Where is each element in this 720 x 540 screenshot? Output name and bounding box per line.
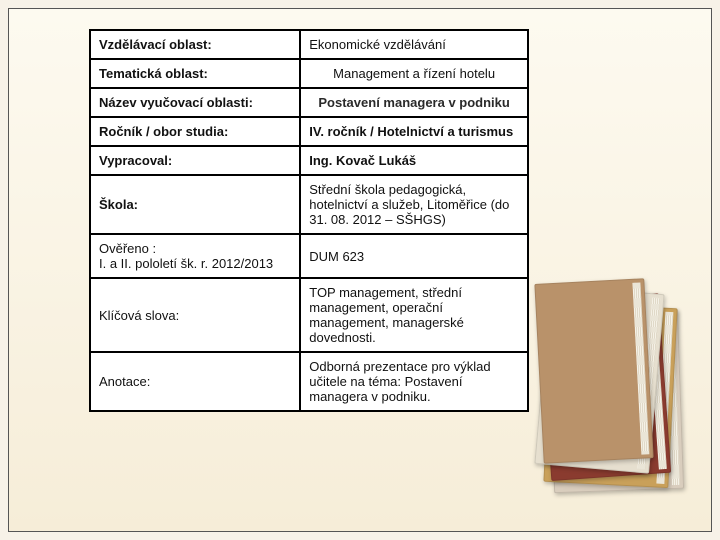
row-label: Ročník / obor studia: xyxy=(90,117,300,146)
info-table: Vzdělávací oblast:Ekonomické vzděláváníT… xyxy=(89,29,529,412)
row-label: Klíčová slova: xyxy=(90,278,300,352)
slide-frame: Vzdělávací oblast:Ekonomické vzděláváníT… xyxy=(8,8,712,532)
row-value: Management a řízení hotelu xyxy=(300,59,528,88)
info-table-container: Vzdělávací oblast:Ekonomické vzděláváníT… xyxy=(89,29,529,412)
row-label: Anotace: xyxy=(90,352,300,411)
book-icon xyxy=(534,278,653,464)
table-row: Anotace:Odborná prezentace pro výklad uč… xyxy=(90,352,528,411)
table-row: Ročník / obor studia:IV. ročník / Hoteln… xyxy=(90,117,528,146)
books-illustration xyxy=(521,241,681,491)
row-value: Ing. Kovač Lukáš xyxy=(300,146,528,175)
row-label: Název vyučovací oblasti: xyxy=(90,88,300,117)
row-value: TOP management, střední management, oper… xyxy=(300,278,528,352)
row-value: IV. ročník / Hotelnictví a turismus xyxy=(300,117,528,146)
table-row: Ověřeno : I. a II. pololetí šk. r. 2012/… xyxy=(90,234,528,278)
table-row: Klíčová slova: TOP management, střední m… xyxy=(90,278,528,352)
row-value: DUM 623 xyxy=(300,234,528,278)
row-label: Vzdělávací oblast: xyxy=(90,30,300,59)
row-value: Postavení managera v podniku xyxy=(300,88,528,117)
row-label: Tematická oblast: xyxy=(90,59,300,88)
row-label: Škola: xyxy=(90,175,300,234)
row-label: Vypracoval: xyxy=(90,146,300,175)
row-value: Střední škola pedagogická, hotelnictví a… xyxy=(300,175,528,234)
info-table-body: Vzdělávací oblast:Ekonomické vzděláváníT… xyxy=(90,30,528,411)
row-value: Odborná prezentace pro výklad učitele na… xyxy=(300,352,528,411)
row-label: Ověřeno : I. a II. pololetí šk. r. 2012/… xyxy=(90,234,300,278)
table-row: Vzdělávací oblast:Ekonomické vzdělávání xyxy=(90,30,528,59)
table-row: Vypracoval:Ing. Kovač Lukáš xyxy=(90,146,528,175)
table-row: Tematická oblast:Management a řízení hot… xyxy=(90,59,528,88)
table-row: Škola:Střední škola pedagogická, hotelni… xyxy=(90,175,528,234)
row-value: Ekonomické vzdělávání xyxy=(300,30,528,59)
table-row: Název vyučovací oblasti:Postavení manage… xyxy=(90,88,528,117)
